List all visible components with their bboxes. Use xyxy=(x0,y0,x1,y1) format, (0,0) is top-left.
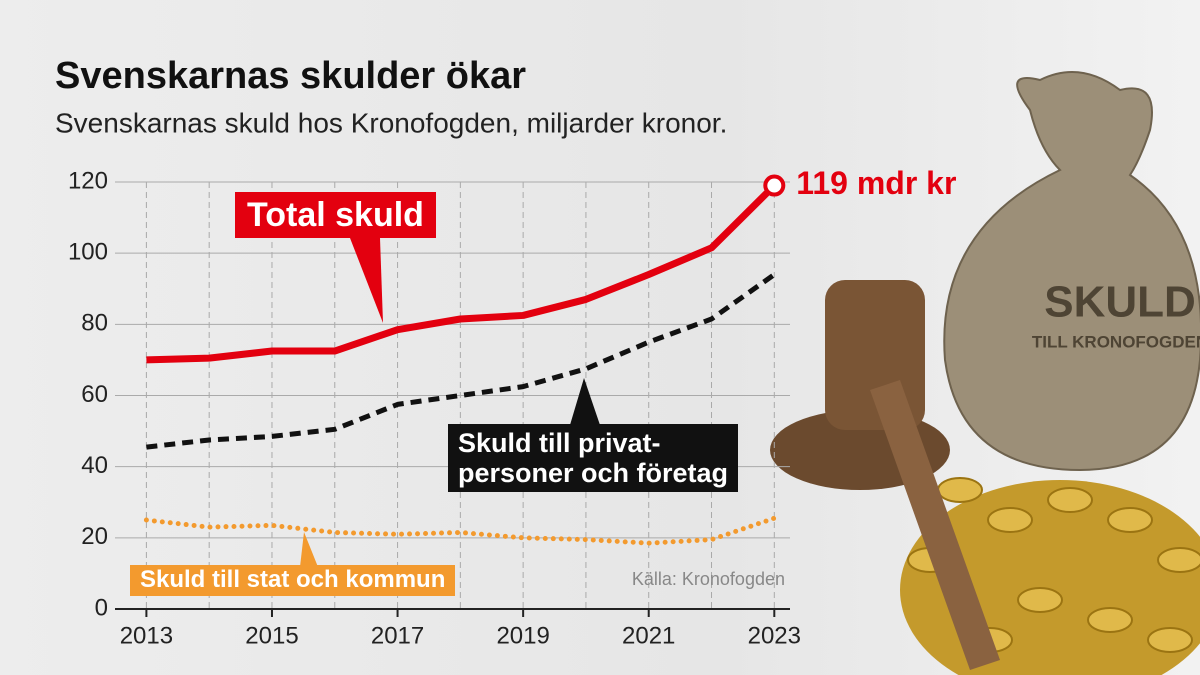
label-pointer xyxy=(570,378,600,425)
series-line xyxy=(146,272,776,450)
illustration: SKULD TILL KRONOFOGDEN xyxy=(770,71,1200,675)
y-tick-label: 100 xyxy=(68,239,108,266)
sack-text: SKULD xyxy=(1044,278,1196,327)
legend-label: Skuld till privat- personer och företag xyxy=(448,424,739,493)
y-tick-label: 20 xyxy=(81,523,108,550)
y-tick-label: 120 xyxy=(68,167,108,194)
x-tick-label: 2017 xyxy=(371,622,424,649)
coin-pile xyxy=(907,477,1200,653)
plot: 0 20 40 60 80 100 120 2013 2015 2017 2019 2021 2023 1… xyxy=(68,165,956,649)
gavel-head xyxy=(825,280,925,430)
label-pointer xyxy=(350,238,383,323)
sack-text: TILL KRONOFOGDEN xyxy=(1032,332,1200,351)
series-line xyxy=(143,515,777,546)
chart-subtitle: Svenskarnas skuld hos Kronofogden, milja… xyxy=(55,107,727,138)
label-pointer xyxy=(300,532,318,567)
x-tick-label: 2023 xyxy=(748,622,801,649)
legend-label: Total skuld xyxy=(235,192,436,239)
end-marker xyxy=(763,174,786,197)
y-tick-label: 60 xyxy=(81,381,108,408)
legend-label: Skuld till stat och kommun xyxy=(130,565,456,596)
y-tick-label: 0 xyxy=(95,594,108,621)
value-label: 119 mdr kr xyxy=(796,165,956,201)
x-tick-label: 2021 xyxy=(622,622,675,649)
y-tick-label: 40 xyxy=(81,452,108,479)
x-tick-label: 2015 xyxy=(245,622,298,649)
series-line xyxy=(146,183,777,364)
source: Källa: Kronofogden xyxy=(632,569,785,589)
chart-title: Svenskarnas skulder ökar xyxy=(55,55,526,97)
sack xyxy=(943,71,1200,472)
x-tick-label: 2019 xyxy=(496,622,549,649)
y-tick-label: 80 xyxy=(81,310,108,337)
x-tick-label: 2013 xyxy=(120,622,173,649)
gavel-handle xyxy=(870,380,1000,670)
